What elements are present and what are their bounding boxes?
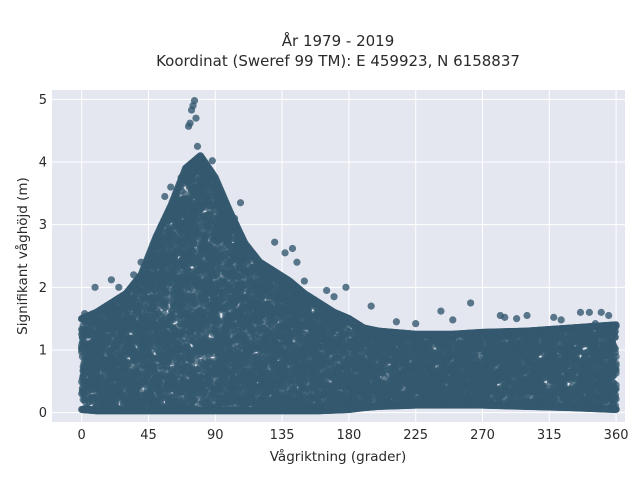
data-points (78, 97, 620, 415)
chart-title: År 1979 - 2019 (282, 31, 395, 50)
data-point (160, 310, 168, 318)
chart-subtitle: Koordinat (Sweref 99 TM): E 459923, N 61… (156, 52, 520, 70)
data-point (161, 303, 170, 311)
